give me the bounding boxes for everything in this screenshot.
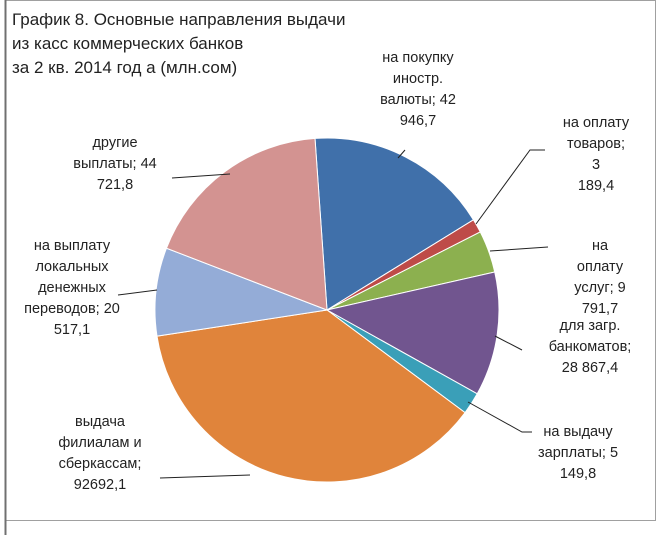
leader-line	[489, 246, 549, 252]
data-label: на покупку иностр. валюты; 42 946,7	[380, 50, 456, 129]
data-label: другие выплаты; 44 721,8	[73, 135, 157, 193]
slice	[154, 247, 329, 337]
slice	[156, 309, 466, 483]
data-label: на выплату локальных денежных переводов;…	[24, 238, 120, 338]
chart-title: График 8. Основные направления выдачи из…	[12, 10, 346, 77]
data-label: на выдачу зарплаты; 5 149,8	[537, 424, 619, 482]
leader-line	[467, 401, 532, 433]
leader-line	[397, 149, 406, 159]
slice	[165, 137, 328, 311]
data-label: для загр. банкоматов; 28 867,4	[548, 318, 632, 376]
leader-line	[117, 289, 158, 296]
slice	[314, 137, 475, 311]
leader-line	[159, 474, 251, 479]
leader-line	[494, 335, 523, 351]
leader-line	[475, 149, 545, 225]
slices	[154, 137, 500, 483]
data-label: на оплату товаров; 3 189,4	[562, 115, 630, 194]
data-label: выдача филиалам и сберкассам; 92692,1	[58, 414, 142, 493]
slice	[325, 271, 500, 395]
leader-lines	[117, 149, 549, 479]
data-label: на оплату услуг; 9 791,7	[574, 238, 626, 317]
leader-line	[171, 173, 231, 179]
